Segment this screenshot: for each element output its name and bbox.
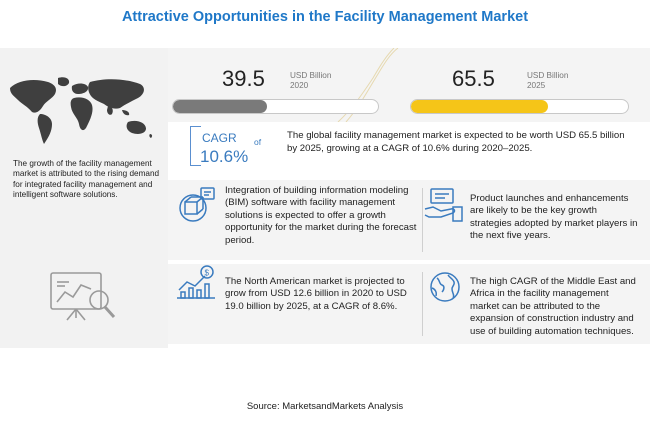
insight-north-america-text: The North American market is projected t… [225,276,407,312]
insight-mea-text: The high CAGR of the Middle East and Afr… [470,276,636,337]
card-divider [422,272,423,336]
insight-product-launch-text: Product launches and enhancements are li… [470,193,638,242]
insight-bim-text: Integration of building information mode… [225,185,417,246]
market-bar-2020 [172,99,379,114]
svg-text:$: $ [205,269,210,278]
cagr-bracket [190,126,201,166]
market-bar-fill-2025 [411,100,548,113]
page-title: Attractive Opportunities in the Facility… [121,9,529,25]
insight-row-1 [168,180,650,260]
market-unit-2025: USD Billion 2025 [527,71,569,90]
bim-software-icon [179,187,215,222]
analysis-chart-icon [50,272,116,321]
insight-row-2 [168,264,650,344]
cagr-value: 10.6% [200,147,249,166]
market-bar-fill-2020 [173,100,268,113]
cagr-label: CAGR [202,131,237,145]
source-note: Source: MarketsandMarkets Analysis [246,401,404,412]
market-value-2020: 39.5 [222,66,265,91]
left-panel-description: The growth of the facility management ma… [13,159,160,199]
market-bar-2025 [410,99,629,114]
globe-icon [430,272,460,302]
market-summary: The global facility management market is… [287,130,625,154]
market-value-2025: 65.5 [452,66,495,91]
product-launch-icon [424,188,463,222]
card-divider [422,188,423,252]
market-unit-2020: USD Billion 2020 [290,71,332,90]
cagr-of: of [254,137,262,147]
growth-chart-icon: $ [177,265,215,299]
world-map-icon [10,77,153,144]
